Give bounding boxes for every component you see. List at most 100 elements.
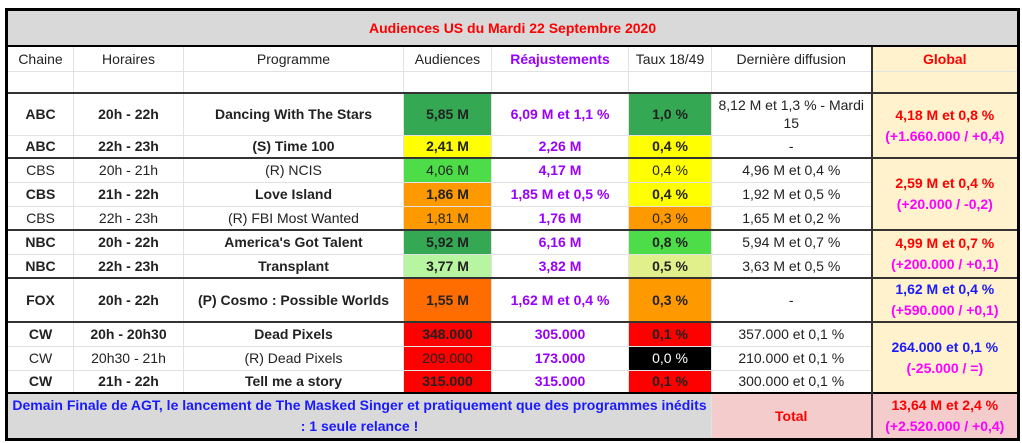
rating-cell: 0,4 % bbox=[628, 181, 712, 207]
table-row: NBC 20h - 22h America's Got Talent 5,92 M 6,… bbox=[6, 229, 1020, 279]
table-row: CW 21h - 22h Tell me a story 315.000 315.000… bbox=[6, 369, 1019, 394]
table-row: CBS 20h - 21h (R) NCIS 4,06 M 4,17 M 0,4 % 4,9… bbox=[6, 157, 1020, 231]
last-airing-cell: 5,94 M et 0,7 % bbox=[711, 229, 872, 255]
global-value: 1,62 M et 0,4 % bbox=[895, 281, 995, 297]
program-cell: (S) Time 100 bbox=[183, 134, 404, 159]
header-programme: Programme bbox=[183, 45, 404, 72]
last-airing-cell: - bbox=[711, 277, 872, 323]
audience-cell: 348.000 bbox=[403, 321, 492, 347]
table-title: Audiences US du Mardi 22 Septembre 2020 bbox=[5, 9, 1020, 47]
reajust-cell: 3,82 M bbox=[491, 253, 629, 279]
reajust-cell: 1,76 M bbox=[491, 205, 629, 231]
time-cell: 20h - 22h bbox=[73, 92, 184, 136]
rating-cell: 0,8 % bbox=[628, 229, 712, 255]
table-row: FOX 20h - 22h (P) Cosmo : Possible Worlds 1… bbox=[6, 277, 1020, 323]
last-airing-cell: 300.000 et 0,1 % bbox=[711, 369, 872, 394]
last-airing-cell: 4,96 M et 0,4 % bbox=[711, 157, 872, 183]
time-cell: 20h - 22h bbox=[73, 277, 184, 323]
global-delta: (+200.000 / +0,1) bbox=[891, 256, 999, 272]
reajust-cell: 4,17 M bbox=[491, 157, 629, 183]
last-airing-cell: - bbox=[711, 134, 872, 159]
rating-cell: 0,1 % bbox=[628, 321, 712, 347]
header-derniere: Dernière diffusion bbox=[711, 45, 872, 72]
global-cell: 4,18 M et 0,8 % (+1.660.000 / +0,4) bbox=[870, 92, 1020, 159]
audience-cell: 1,86 M bbox=[403, 181, 492, 207]
audience-cell: 3,77 M bbox=[403, 253, 492, 279]
reajust-cell: 6,09 M et 1,1 % bbox=[491, 92, 629, 136]
total-delta: (+2.520.000 / +0,4) bbox=[885, 418, 1005, 434]
channel-cell: ABC bbox=[6, 134, 74, 159]
global-value: 2,59 M et 0,4 % bbox=[895, 175, 995, 191]
global-delta: (+20.000 / -0,2) bbox=[896, 196, 993, 212]
time-cell: 20h30 - 21h bbox=[73, 345, 184, 371]
audience-cell: 1,81 M bbox=[403, 205, 492, 231]
channel-cell: CBS bbox=[6, 181, 74, 207]
global-cell: 2,59 M et 0,4 % (+20.000 / -0,2) bbox=[870, 157, 1020, 231]
table-row: CW 20h30 - 21h (R) Dead Pixels 209.000 173.0… bbox=[6, 345, 1019, 371]
audience-cell: 5,85 M bbox=[403, 92, 492, 136]
total-cell: 13,64 M et 2,4 % (+2.520.000 / +0,4) bbox=[870, 392, 1020, 440]
last-airing-cell: 1,92 M et 0,5 % bbox=[711, 181, 872, 207]
program-cell: Dancing With The Stars bbox=[183, 92, 404, 136]
reajust-cell: 315.000 bbox=[491, 369, 629, 394]
header-taux: Taux 18/49 bbox=[628, 45, 712, 72]
table-row: ABC 20h - 22h Dancing With The Stars 5,85 M… bbox=[6, 92, 1020, 159]
audience-cell: 1,55 M bbox=[403, 277, 492, 323]
program-cell: Tell me a story bbox=[183, 369, 404, 394]
audience-cell: 5,92 M bbox=[403, 229, 492, 255]
audience-table: Audiences US du Mardi 22 Septembre 2020 … bbox=[5, 8, 1021, 441]
table-row: CBS 22h - 23h (R) FBI Most Wanted 1,81 M 1,7… bbox=[6, 205, 1019, 231]
global-cell: 4,99 M et 0,7 % (+200.000 / +0,1) bbox=[870, 229, 1020, 279]
time-cell: 20h - 21h bbox=[73, 157, 184, 183]
global-delta: (+1.660.000 / +0,4) bbox=[885, 127, 1005, 144]
global-delta: (-25.000 / =) bbox=[906, 359, 984, 376]
rating-cell: 0,3 % bbox=[628, 205, 712, 231]
header-global: Global bbox=[870, 45, 1020, 72]
header-chaine: Chaine bbox=[6, 45, 74, 72]
channel-cell: NBC bbox=[6, 229, 74, 255]
rating-cell: 0,5 % bbox=[628, 253, 712, 279]
reajust-cell: 2,26 M bbox=[491, 134, 629, 159]
global-value: 4,18 M et 0,8 % bbox=[895, 106, 995, 123]
global-value: 264.000 et 0,1 % bbox=[891, 338, 999, 355]
reajust-cell: 6,16 M bbox=[491, 229, 629, 255]
channel-cell: CW bbox=[6, 345, 74, 371]
reajust-cell: 173.000 bbox=[491, 345, 629, 371]
program-cell: Love Island bbox=[183, 181, 404, 207]
program-cell: Transplant bbox=[183, 253, 404, 279]
program-cell: (R) FBI Most Wanted bbox=[183, 205, 404, 231]
last-airing-cell: 210.000 et 0,1 % bbox=[711, 345, 872, 371]
total-value: 13,64 M et 2,4 % bbox=[891, 397, 999, 413]
table-row: CW 20h - 20h30 Dead Pixels 348.000 305.000 0,… bbox=[6, 321, 1020, 394]
channel-cell: CBS bbox=[6, 157, 74, 183]
total-label: Total bbox=[711, 392, 872, 440]
program-cell: (R) Dead Pixels bbox=[183, 345, 404, 371]
rating-cell: 1,0 % bbox=[628, 92, 712, 136]
time-cell: 20h - 22h bbox=[73, 229, 184, 255]
reajust-cell: 1,85 M et 0,5 % bbox=[491, 181, 629, 207]
channel-cell: CW bbox=[6, 369, 74, 394]
table-row: ABC 22h - 23h (S) Time 100 2,41 M 2,26 M 0,4 … bbox=[6, 134, 1019, 159]
table-row: NBC 22h - 23h Transplant 3,77 M 3,82 M 0,5 % 3… bbox=[6, 253, 1019, 279]
channel-cell: ABC bbox=[6, 92, 74, 136]
time-cell: 22h - 23h bbox=[73, 253, 184, 279]
header-horaires: Horaires bbox=[73, 45, 184, 72]
global-value: 4,99 M et 0,7 % bbox=[895, 235, 995, 251]
rating-cell: 0,1 % bbox=[628, 369, 712, 394]
audience-cell: 4,06 M bbox=[403, 157, 492, 183]
time-cell: 20h - 20h30 bbox=[73, 321, 184, 347]
channel-cell: FOX bbox=[6, 277, 74, 323]
last-airing-cell: 3,63 M et 0,5 % bbox=[711, 253, 872, 279]
channel-cell: CW bbox=[6, 321, 74, 347]
program-cell: (P) Cosmo : Possible Worlds bbox=[183, 277, 404, 323]
last-airing-cell: 357.000 et 0,1 % bbox=[711, 321, 872, 347]
header-reajustements: Réajustements bbox=[491, 45, 629, 72]
last-airing-cell: 1,65 M et 0,2 % bbox=[711, 205, 872, 231]
reajust-cell: 305.000 bbox=[491, 321, 629, 347]
reajust-cell: 1,62 M et 0,4 % bbox=[491, 277, 629, 323]
time-cell: 21h - 22h bbox=[73, 181, 184, 207]
time-cell: 21h - 22h bbox=[73, 369, 184, 394]
rating-cell: 0,3 % bbox=[628, 277, 712, 323]
program-cell: Dead Pixels bbox=[183, 321, 404, 347]
program-cell: America's Got Talent bbox=[183, 229, 404, 255]
